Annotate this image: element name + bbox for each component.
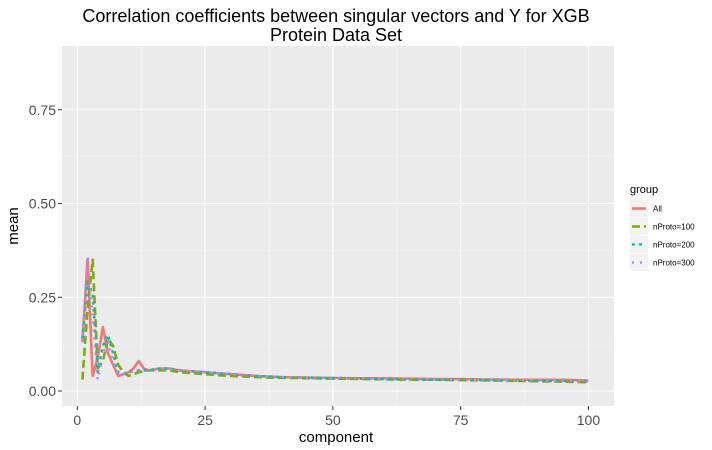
legend-label: nProto=200 (653, 241, 695, 250)
legend-label: nProto=300 (653, 259, 695, 268)
y-tick-label: 0.00 (29, 383, 56, 399)
legend-key-background (630, 254, 648, 271)
chart-title-line-1: Correlation coefficients between singula… (82, 6, 589, 26)
series-line-nproto-200 (81, 280, 589, 383)
series-layer (81, 254, 589, 384)
y-tick-label: 0.50 (29, 196, 56, 212)
x-tick-label: 75 (453, 412, 469, 428)
x-axis-title: component (299, 429, 374, 446)
chart-title-line-2: Protein Data Set (270, 25, 402, 45)
y-tick-label: 0.75 (29, 102, 56, 118)
y-axis-title: mean (5, 207, 22, 245)
plot-panel (62, 46, 614, 406)
y-tick-label: 0.25 (29, 289, 56, 305)
legend: group All nProto=100 nProto=200 nProto=300 (630, 184, 695, 271)
legend-title: group (630, 184, 658, 196)
legend-label: nProto=100 (653, 223, 695, 232)
x-axis: 0 25 50 75 100 (73, 406, 600, 428)
series-line-nproto-300 (81, 254, 589, 383)
major-gridlines (62, 46, 614, 406)
legend-label: All (653, 205, 662, 214)
y-axis: 0.00 0.25 0.50 0.75 (29, 102, 62, 399)
x-tick-label: 25 (197, 412, 213, 428)
minor-gridlines (62, 46, 614, 406)
x-tick-label: 0 (73, 412, 81, 428)
x-tick-label: 100 (577, 412, 601, 428)
x-tick-label: 50 (325, 412, 341, 428)
